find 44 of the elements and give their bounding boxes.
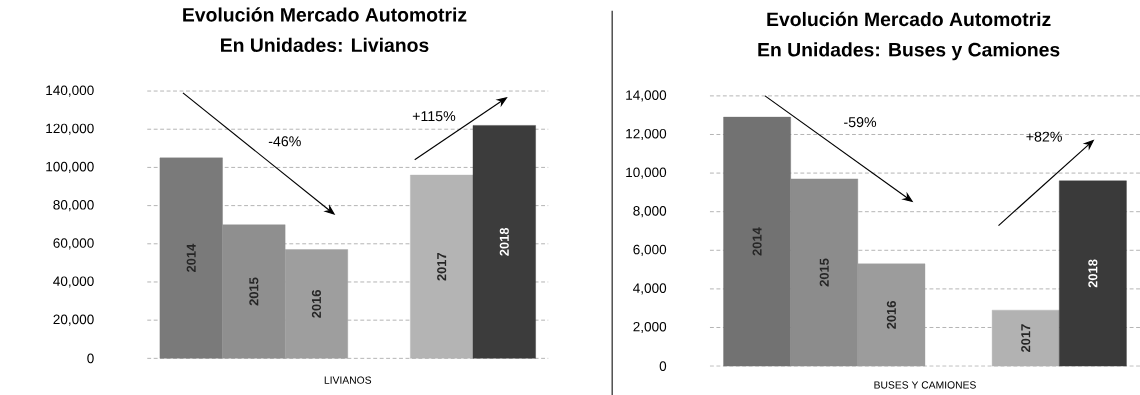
chart-subtitle: En Unidades: Livianos (221, 37, 429, 52)
chart-title: Evolución Mercado Automotriz (767, 11, 1051, 27)
series-label: 2014 (186, 243, 196, 272)
bar (284, 249, 348, 359)
annotation: +82% (1026, 131, 1062, 142)
series-label: 2016 (886, 300, 896, 329)
annotation: -46% (268, 136, 301, 147)
y-tick-label: 8,000 (633, 206, 667, 218)
annotation: -59% (844, 117, 877, 128)
y-tick-label: 12,000 (626, 128, 667, 141)
y-tick-label: 60,000 (53, 238, 94, 250)
bar (991, 309, 1060, 367)
y-tick-label: 10,000 (626, 167, 667, 179)
series-label: 2018 (499, 227, 509, 256)
y-tick-label: 4,000 (633, 283, 667, 295)
y-tick-label: 20,000 (53, 314, 94, 326)
x-tick-label: LIVIANOS (324, 376, 372, 384)
y-tick-label: 2,000 (633, 321, 667, 334)
series-label: 2016 (311, 289, 322, 318)
bar (410, 174, 474, 359)
y-tick-label: 140,000 (46, 85, 94, 97)
y-tick-label: 100,000 (46, 161, 94, 173)
y-tick-label: 0 (87, 353, 94, 364)
y-tick-label: 40,000 (53, 276, 94, 288)
series-label: 2017 (437, 252, 447, 281)
series-label: 2018 (1088, 259, 1098, 288)
chart-subtitle: En Unidades: Buses y Camiones (758, 42, 1060, 61)
x-tick-label: BUSES Y CAMIONES (874, 381, 976, 389)
y-tick-label: 14,000 (626, 90, 667, 102)
y-tick-label: 0 (659, 361, 667, 371)
series-label: 2015 (819, 258, 829, 287)
series-label: 2017 (1021, 324, 1031, 352)
chart-title: Evolución Mercado Automotriz (183, 7, 467, 22)
series-label: 2015 (249, 277, 259, 306)
y-tick-label: 80,000 (53, 199, 94, 212)
bar (472, 125, 536, 359)
bar (1059, 180, 1127, 367)
bar (159, 157, 223, 359)
y-tick-label: 6,000 (633, 244, 667, 256)
bar (723, 116, 791, 367)
bar (857, 263, 926, 367)
annotation: +115% (412, 111, 456, 122)
y-tick-label: 120,000 (46, 123, 94, 135)
series-label: 2014 (752, 227, 762, 256)
